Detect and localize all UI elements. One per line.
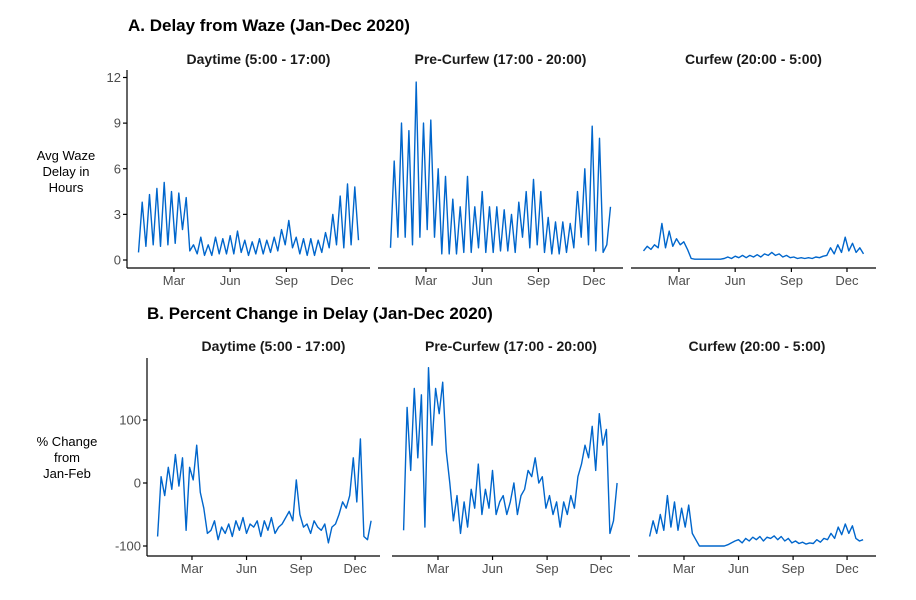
x-tick-label: Mar <box>163 273 186 288</box>
section-a-ylabel-line3: Hours <box>49 180 84 195</box>
facet-title: Pre-Curfew (17:00 - 20:00) <box>425 338 597 354</box>
y-tick-label: 0 <box>134 476 141 491</box>
y-tick-label: 3 <box>114 207 121 222</box>
section-b-ylabel-line2: from <box>54 450 80 465</box>
x-tick-label: Jun <box>236 561 257 576</box>
x-tick-label: Jun <box>482 561 503 576</box>
x-tick-label: Jun <box>220 273 241 288</box>
series-line <box>389 81 612 255</box>
x-tick-label: Dec <box>330 273 354 288</box>
x-tick-label: Mar <box>673 561 696 576</box>
x-tick-label: Mar <box>427 561 450 576</box>
y-tick-label: -100 <box>115 539 141 554</box>
panel-b-2: Pre-Curfew (17:00 - 20:00) Mar Jun Sep Dec <box>392 338 630 576</box>
x-tick-label: Sep <box>780 273 803 288</box>
x-tick-label: Sep <box>275 273 298 288</box>
x-tick-label: Mar <box>181 561 204 576</box>
x-tick-label: Dec <box>343 561 367 576</box>
panel-a-1: Daytime (5:00 - 17:00) Mar Jun Sep Dec 0 3 6 9 12 <box>107 51 370 288</box>
x-tick-label: Mar <box>415 273 438 288</box>
section-b-ylabel-line3: Jan-Feb <box>43 466 91 481</box>
panel-b-3: Curfew (20:00 - 5:00) Mar Jun Sep Dec <box>638 338 876 576</box>
x-tick-label: Sep <box>527 273 550 288</box>
y-tick-label: 0 <box>114 253 121 268</box>
x-tick-label: Dec <box>835 561 859 576</box>
panel-a-2: Pre-Curfew (17:00 - 20:00) Mar Jun Sep Dec <box>378 51 623 288</box>
x-tick-label: Jun <box>472 273 493 288</box>
facet-title: Daytime (5:00 - 17:00) <box>187 51 331 67</box>
x-tick-label: Sep <box>782 561 805 576</box>
x-tick-label: Dec <box>582 273 606 288</box>
facet-title: Daytime (5:00 - 17:00) <box>202 338 346 354</box>
section-a-ylabel-line2: Delay in <box>43 164 90 179</box>
x-tick-label: Dec <box>835 273 859 288</box>
y-tick-label: 12 <box>107 70 121 85</box>
y-tick-label: 9 <box>114 116 121 131</box>
facet-title: Curfew (20:00 - 5:00) <box>689 338 826 354</box>
facet-title: Pre-Curfew (17:00 - 20:00) <box>415 51 587 67</box>
panel-b-1: Daytime (5:00 - 17:00) Mar Jun Sep Dec -100 0 1… <box>115 338 380 576</box>
facet-title: Curfew (20:00 - 5:00) <box>685 51 822 67</box>
x-tick-label: Jun <box>728 561 749 576</box>
series-line <box>648 494 864 547</box>
section-b-title: B. Percent Change in Delay (Jan-Dec 2020… <box>147 304 493 323</box>
x-tick-label: Sep <box>536 561 559 576</box>
y-tick-label: 6 <box>114 161 121 176</box>
panel-a-3: Curfew (20:00 - 5:00) Mar Jun Sep Dec <box>631 51 876 288</box>
x-tick-label: Jun <box>725 273 746 288</box>
series-line <box>642 222 865 260</box>
y-tick-label: 100 <box>119 413 141 428</box>
x-tick-label: Mar <box>668 273 691 288</box>
section-b-ylabel-line1: % Change <box>37 434 98 449</box>
series-line <box>402 367 618 535</box>
series-line <box>137 181 360 257</box>
section-a-ylabel-line1: Avg Waze <box>37 148 96 163</box>
section-a-title: A. Delay from Waze (Jan-Dec 2020) <box>128 16 410 35</box>
series-line <box>156 438 372 544</box>
x-tick-label: Sep <box>290 561 313 576</box>
x-tick-label: Dec <box>589 561 613 576</box>
